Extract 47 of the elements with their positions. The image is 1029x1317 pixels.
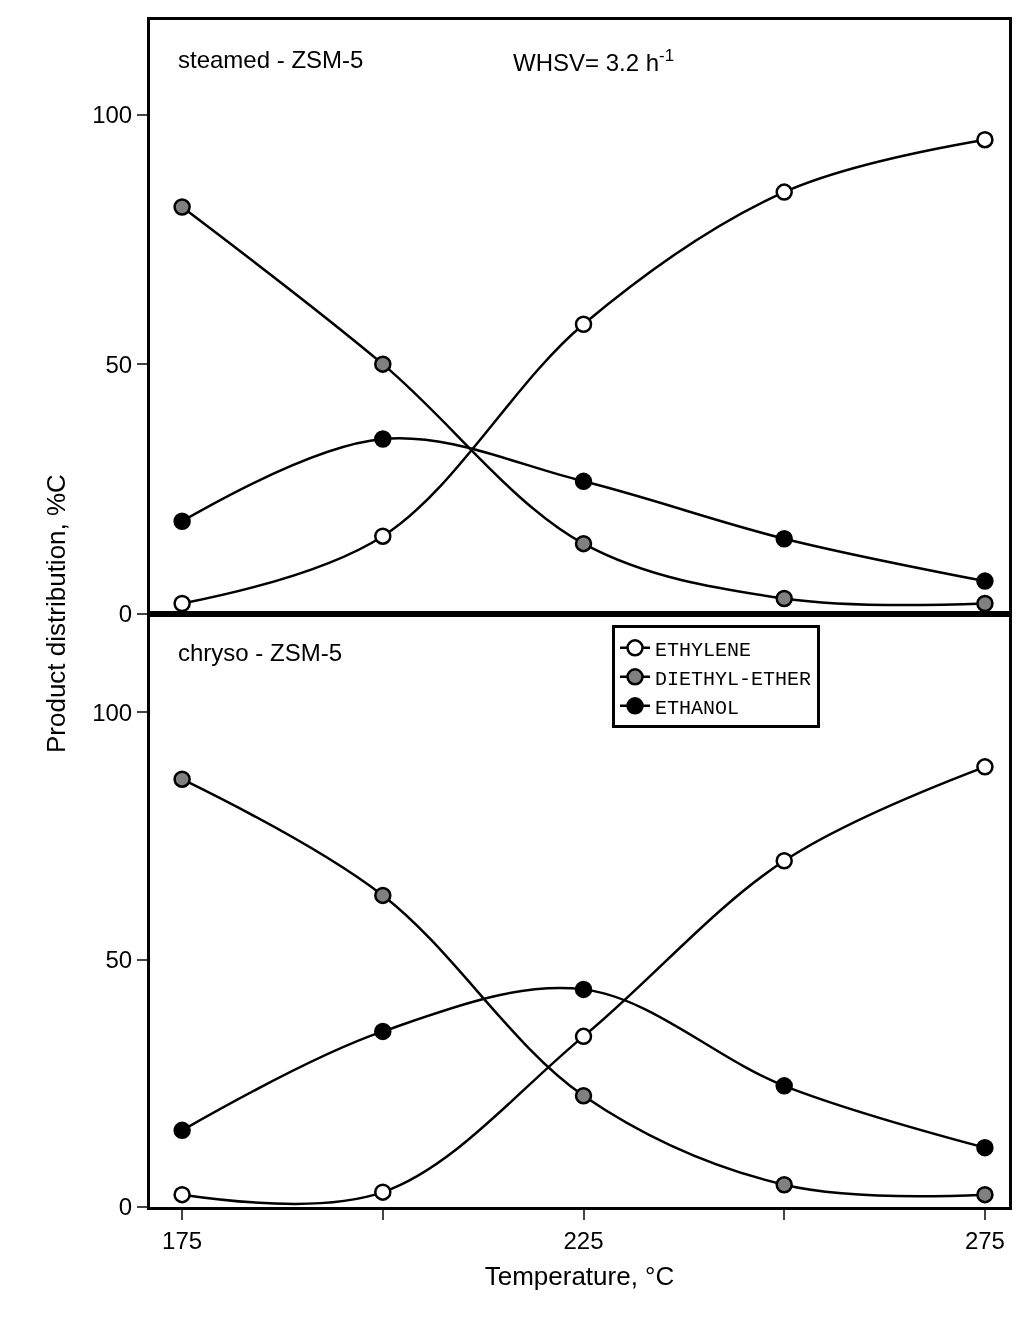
y-tick-label: 100 (92, 698, 133, 726)
point (374, 355, 392, 373)
point (173, 1121, 191, 1140)
annotation: chryso - ZSM-5 (178, 639, 343, 666)
point (775, 1175, 793, 1194)
point (976, 1185, 994, 1204)
y-tick-label: 0 (118, 599, 133, 627)
x-tick-label: 225 (563, 1226, 604, 1254)
point (574, 472, 593, 491)
point (374, 1022, 392, 1041)
legend-label: ETHYLENE (655, 638, 752, 662)
point (775, 589, 793, 608)
annotation: WHSV= 3.2 h$^{-1}$ (513, 46, 674, 77)
point (976, 594, 994, 613)
point (976, 758, 994, 776)
point (775, 852, 793, 870)
point (374, 527, 392, 545)
x-tick-label: 175 (162, 1226, 203, 1254)
point (574, 1086, 593, 1105)
point (374, 430, 392, 448)
y-tick-label: 0 (118, 1193, 133, 1221)
point (976, 1138, 994, 1157)
y-tick-label: 50 (105, 350, 133, 378)
point (173, 770, 191, 788)
x-tick-label: 275 (964, 1226, 1005, 1254)
point (574, 980, 593, 999)
x-axis-title: Temperature, °C (484, 1261, 675, 1292)
point (976, 130, 994, 149)
point (775, 183, 793, 201)
point (775, 1077, 793, 1095)
point (173, 198, 191, 216)
legend-label: DIETHYL-ETHER (655, 667, 812, 691)
point (775, 529, 793, 548)
annotation: steamed - ZSM-5 (178, 46, 364, 73)
y-tick-label: 50 (105, 946, 133, 974)
point (173, 512, 191, 530)
point (976, 572, 994, 590)
legend-label: ETHANOL (655, 696, 740, 720)
point (173, 1185, 191, 1204)
point (574, 315, 593, 333)
point (374, 886, 392, 905)
point (374, 1183, 392, 1201)
y-axis-title: Product distribution, %C (41, 474, 72, 754)
point (173, 594, 191, 613)
y-tick-label: 100 (92, 101, 133, 129)
point (574, 534, 593, 553)
point (574, 1027, 593, 1046)
